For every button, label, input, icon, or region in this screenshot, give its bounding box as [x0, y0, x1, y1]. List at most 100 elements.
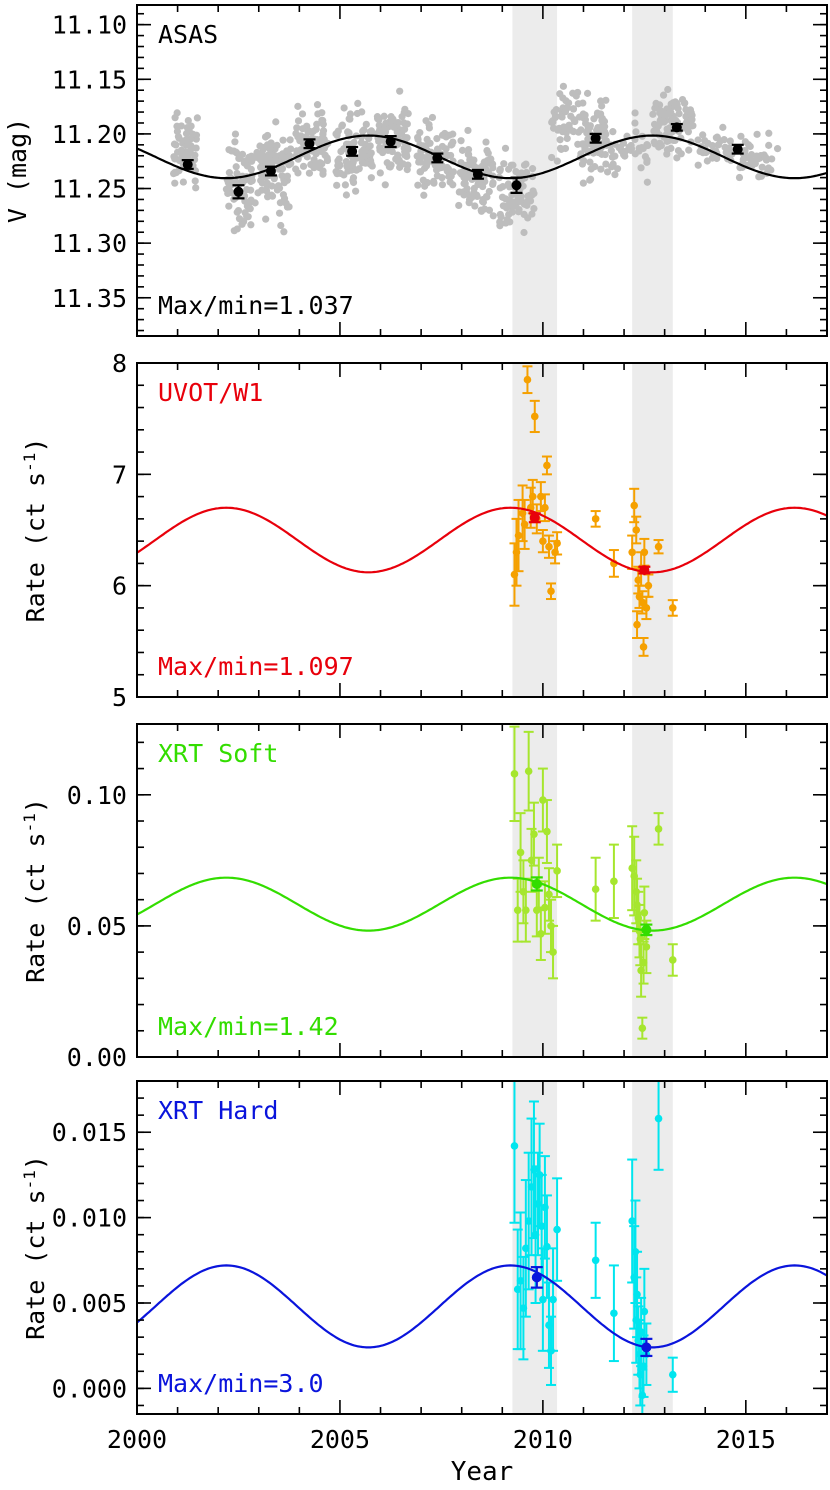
- data-point: [591, 1256, 600, 1265]
- raw-point: [561, 144, 570, 153]
- y-tick-label: 6: [112, 572, 127, 601]
- x-axis-label: Year: [451, 1457, 514, 1487]
- raw-point: [613, 165, 622, 173]
- raw-point: [593, 126, 601, 134]
- raw-point: [438, 181, 447, 189]
- raw-point: [346, 115, 354, 123]
- raw-point: [399, 160, 407, 168]
- raw-point: [650, 127, 658, 135]
- data-point: [522, 906, 530, 914]
- raw-point: [603, 168, 612, 176]
- raw-point: [367, 127, 376, 135]
- data-point: [633, 620, 641, 629]
- raw-point: [627, 141, 635, 150]
- raw-point: [515, 205, 523, 214]
- raw-point: [599, 132, 608, 140]
- raw-point: [579, 140, 587, 148]
- x-tick-label: 2005: [310, 1425, 370, 1454]
- raw-point: [585, 124, 594, 132]
- raw-point: [466, 171, 474, 179]
- shaded-interval: [632, 5, 673, 336]
- raw-point: [283, 172, 291, 180]
- raw-point: [699, 131, 707, 139]
- raw-point: [649, 110, 657, 118]
- data-point: [610, 877, 618, 886]
- raw-point: [489, 180, 497, 189]
- raw-point: [354, 99, 362, 108]
- raw-point: [720, 136, 728, 144]
- raw-point: [570, 116, 578, 124]
- binned-point: [233, 186, 244, 197]
- raw-point: [247, 176, 256, 185]
- raw-point: [528, 165, 537, 173]
- binned-point: [641, 924, 652, 935]
- raw-point: [273, 141, 281, 149]
- raw-point: [262, 215, 270, 223]
- raw-point: [257, 163, 265, 171]
- raw-point: [655, 143, 663, 151]
- raw-point: [171, 179, 179, 187]
- raw-point: [299, 162, 308, 170]
- binned-point: [529, 512, 540, 523]
- raw-point: [449, 181, 457, 189]
- raw-point: [438, 174, 446, 182]
- raw-point: [659, 91, 668, 99]
- panels: 11.10 11.15 11.20 11.25 11.30 11.35 V (mag) ASA…: [3, 4, 828, 1415]
- raw-point: [768, 155, 776, 163]
- raw-point: [229, 180, 237, 188]
- raw-point: [170, 169, 178, 178]
- raw-point: [294, 117, 303, 125]
- y-tick-label: 0.05: [67, 912, 127, 941]
- binned-point: [531, 878, 542, 889]
- raw-point: [321, 151, 329, 159]
- raw-point: [414, 181, 422, 189]
- raw-point: [313, 120, 321, 128]
- raw-point: [489, 212, 497, 220]
- raw-point: [235, 215, 244, 223]
- raw-point: [401, 125, 409, 133]
- data-point: [553, 539, 561, 548]
- raw-point: [367, 174, 375, 182]
- plot-area: [137, 82, 827, 237]
- binned-point: [182, 159, 193, 170]
- raw-point: [278, 172, 286, 180]
- y-tick-label: 0.000: [52, 1374, 127, 1403]
- raw-point: [442, 145, 450, 153]
- raw-point: [591, 163, 599, 171]
- raw-point: [559, 94, 567, 102]
- raw-point: [764, 164, 773, 172]
- raw-point: [659, 110, 668, 119]
- data-point: [545, 890, 553, 899]
- raw-point: [433, 134, 441, 143]
- raw-point: [577, 126, 585, 134]
- raw-point: [530, 204, 538, 213]
- binned-point: [265, 166, 276, 177]
- raw-point: [297, 132, 305, 140]
- raw-point: [643, 158, 651, 166]
- raw-point: [758, 163, 766, 171]
- raw-point: [560, 123, 568, 131]
- data-point: [644, 581, 653, 590]
- raw-point: [186, 149, 194, 157]
- raw-point: [193, 114, 201, 122]
- raw-point: [396, 87, 404, 95]
- raw-point: [694, 161, 702, 169]
- data-point: [539, 537, 547, 545]
- raw-point: [684, 128, 692, 136]
- raw-point: [507, 161, 515, 169]
- raw-point: [403, 166, 411, 174]
- raw-point: [401, 134, 410, 142]
- data-point: [632, 526, 641, 534]
- raw-point: [171, 114, 179, 122]
- data-point: [642, 943, 651, 951]
- raw-point: [360, 126, 368, 134]
- raw-point: [381, 181, 389, 189]
- raw-point: [506, 218, 514, 226]
- raw-point: [639, 144, 647, 153]
- data-point: [628, 548, 636, 557]
- raw-point: [287, 145, 295, 153]
- raw-point: [569, 89, 577, 97]
- y-tick-label: 11.25: [52, 175, 127, 204]
- raw-point: [275, 209, 284, 217]
- data-point: [610, 1309, 618, 1318]
